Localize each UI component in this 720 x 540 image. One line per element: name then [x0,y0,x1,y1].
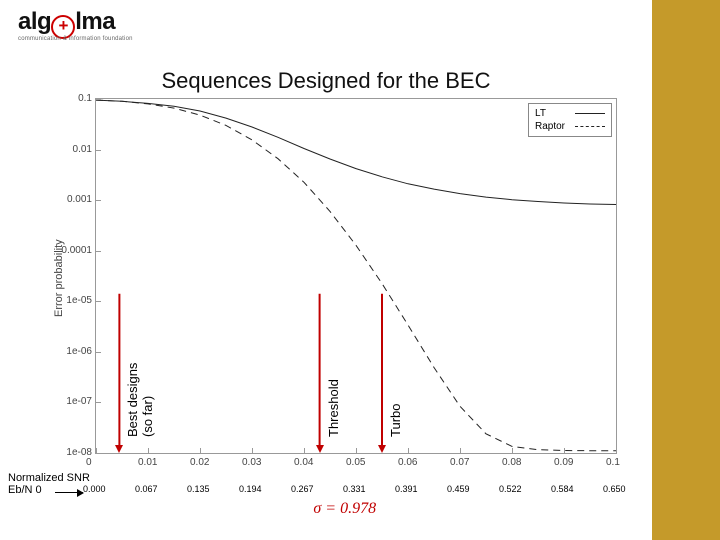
y-tick-mark [96,99,101,100]
x-tick-mark [616,448,617,453]
y-tick: 1e-06 [44,346,92,357]
snr-tick: 0.267 [291,484,314,494]
y-tick: 1e-05 [44,295,92,306]
y-tick-mark [96,150,101,151]
x-tick-mark [148,448,149,453]
x-tick-mark [252,448,253,453]
legend-label: LT [535,108,546,119]
snr-tick: 0.067 [135,484,158,494]
y-tick-mark [96,352,101,353]
series-raptor [96,100,616,451]
snr-tick: 0.584 [551,484,574,494]
snr-label-line: Normalized SNR [8,472,90,484]
x-tick-mark [304,448,305,453]
x-tick: 0.07 [450,457,469,468]
x-tick: 0.1 [606,457,620,468]
x-tick: 0 [86,457,92,468]
y-tick: 0.1 [44,93,92,104]
page-title: Sequences Designed for the BEC [0,68,652,94]
snr-tick: 0.391 [395,484,418,494]
x-tick-mark [408,448,409,453]
legend-line-icon [575,126,605,127]
x-tick-mark [96,448,97,453]
marker-label: Best designs(so far) [125,363,155,437]
y-axis-label: Error probability [53,240,65,318]
chart-curves [96,99,616,453]
arrow-down-icon [115,445,123,453]
legend-item: Raptor [535,120,605,133]
y-tick-mark [96,453,101,454]
y-tick: 1e-07 [44,396,92,407]
y-tick: 1e-08 [44,447,92,458]
y-tick-mark [96,200,101,201]
logo-post: lma [75,8,115,35]
x-tick-mark [200,448,201,453]
snr-tick: 0.331 [343,484,366,494]
x-tick-mark [356,448,357,453]
x-tick: 0.01 [138,457,157,468]
marker-label: Turbo [388,404,403,437]
y-tick: 0.01 [44,144,92,155]
logo-subtitle: communication & information foundation [18,36,133,42]
legend-label: Raptor [535,121,565,132]
x-tick: 0.03 [242,457,261,468]
x-tick: 0.09 [554,457,573,468]
chart: LTRaptor 0.10.010.0010.00011e-051e-061e-… [95,98,615,452]
x-tick: 0.02 [190,457,209,468]
plot-area: LTRaptor 0.10.010.0010.00011e-051e-061e-… [95,98,617,454]
y-tick: 0.0001 [44,245,92,256]
x-tick: 0.04 [294,457,313,468]
snr-tick: 0.194 [239,484,262,494]
arrow-down-icon [378,445,386,453]
legend-item: LT [535,107,605,120]
snr-tick: 0.459 [447,484,470,494]
marker-label: Threshold [326,379,341,437]
y-tick-mark [96,251,101,252]
x-tick-mark [564,448,565,453]
x-tick-mark [512,448,513,453]
sigma-value: σ = 0.978 [313,500,376,518]
accent-bar [652,0,720,540]
chart-legend: LT Raptor [528,103,612,137]
y-tick: 0.001 [44,194,92,205]
snr-tick: 0.000 [83,484,106,494]
snr-tick: 0.522 [499,484,522,494]
logo: alg+lma [18,8,115,39]
legend-line-icon [575,113,605,114]
snr-tick: 0.650 [603,484,626,494]
y-tick-mark [96,301,101,302]
snr-tick: 0.135 [187,484,210,494]
x-tick: 0.06 [398,457,417,468]
y-tick-mark [96,402,101,403]
arrow-down-icon [316,445,324,453]
x-tick: 0.08 [502,457,521,468]
snr-arrow-icon [55,492,83,493]
x-tick-mark [460,448,461,453]
logo-pre: alg [18,8,51,35]
x-tick: 0.05 [346,457,365,468]
